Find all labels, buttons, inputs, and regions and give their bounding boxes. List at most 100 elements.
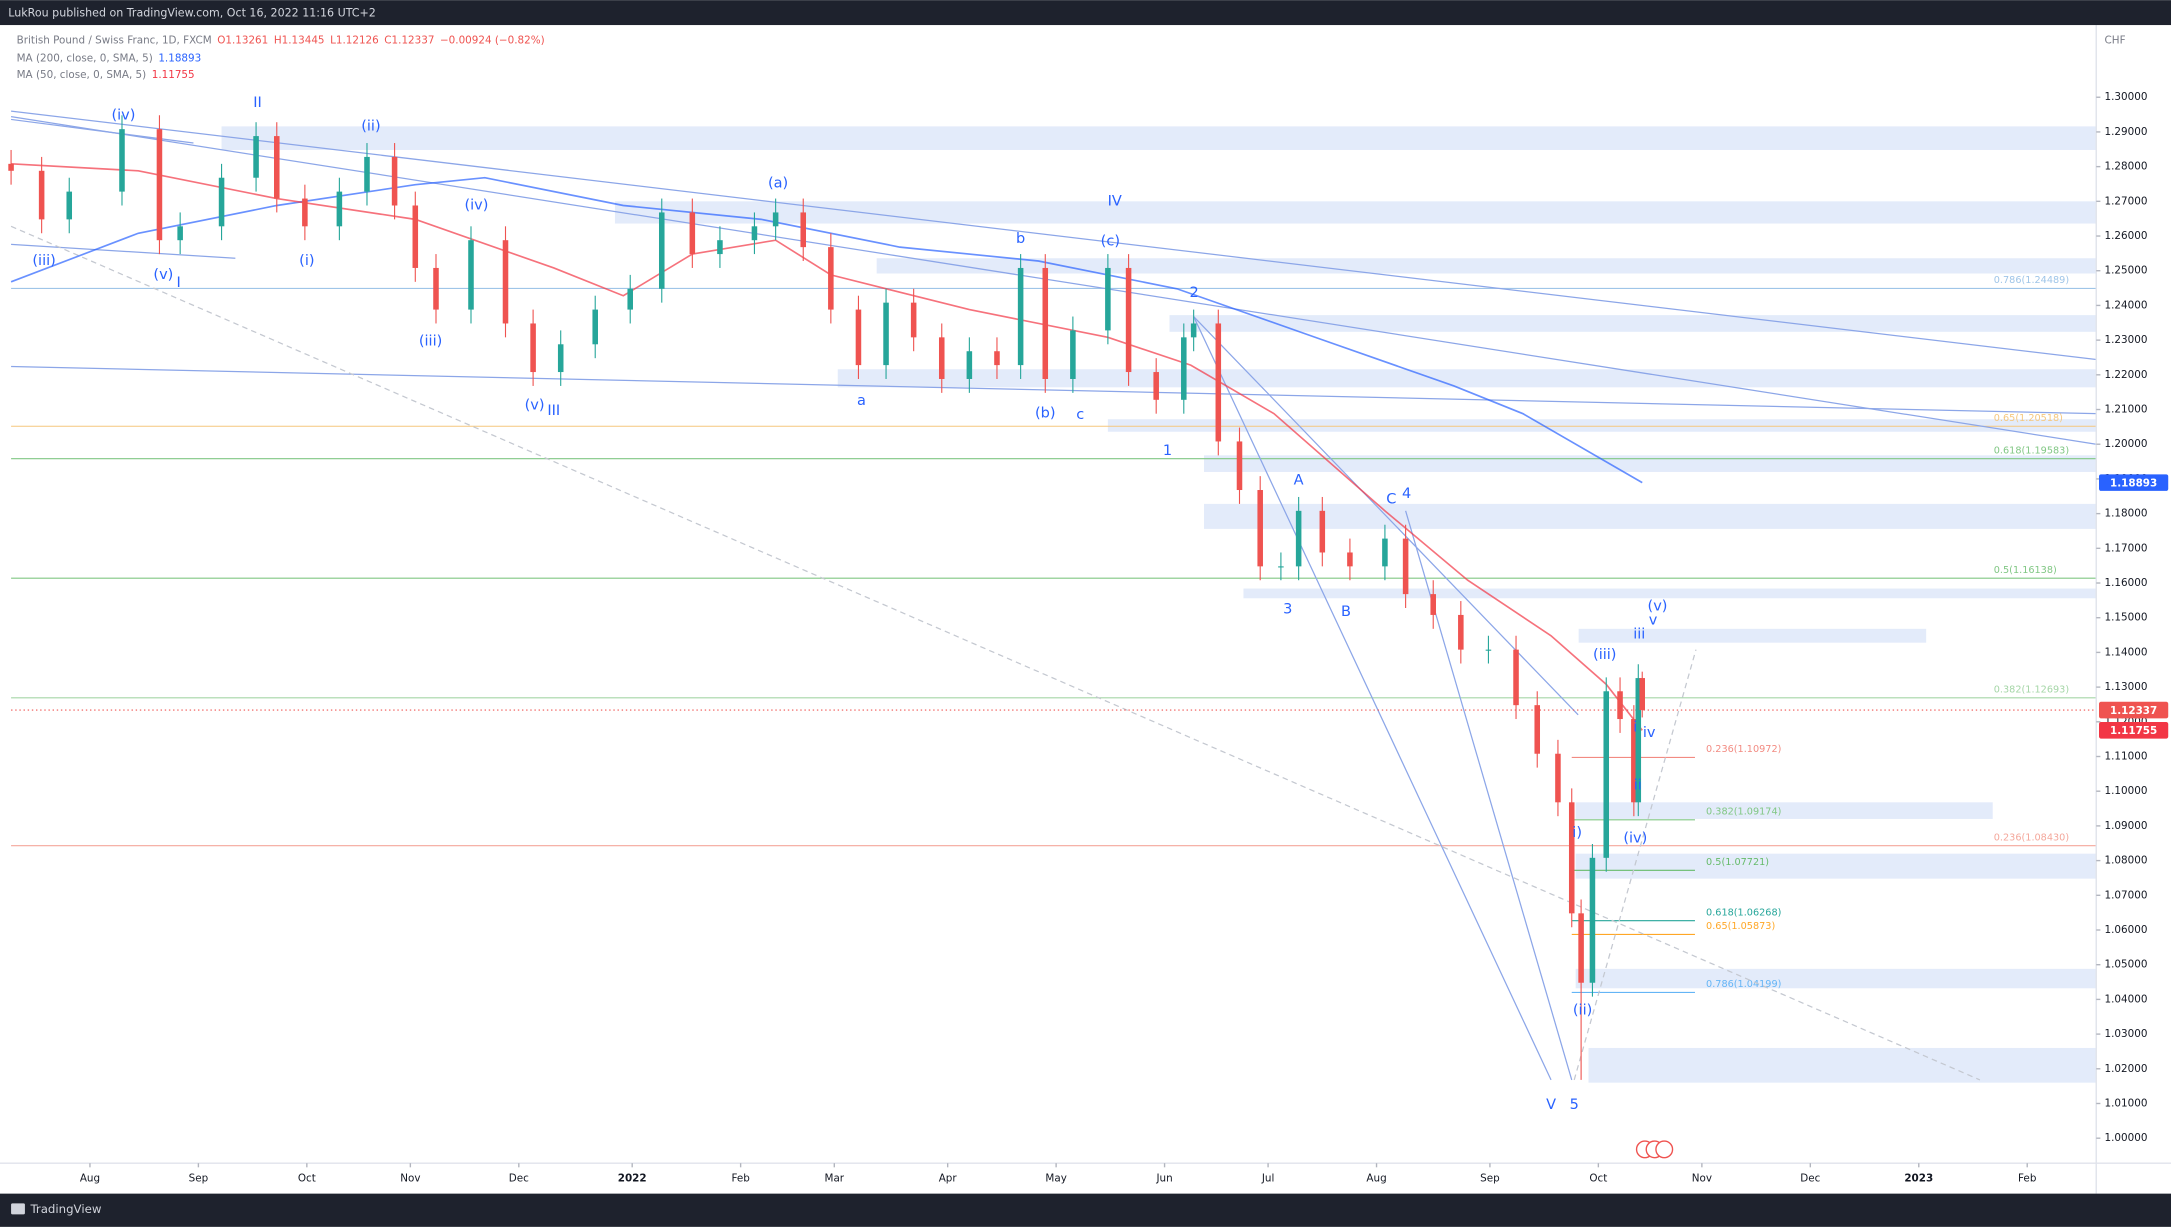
y-tick-label: 1.07000 bbox=[2105, 889, 2148, 901]
x-tick-label: 2023 bbox=[1904, 1172, 1933, 1184]
event-icon bbox=[1655, 1140, 1674, 1159]
candle-body bbox=[253, 136, 259, 178]
wave-label: v bbox=[1649, 612, 1658, 628]
legend-value: 1.11755 bbox=[152, 69, 195, 81]
y-tick-label: 1.06000 bbox=[2105, 924, 2148, 936]
y-tick-label: 1.17000 bbox=[2105, 542, 2148, 554]
y-tick-label: 1.03000 bbox=[2105, 1028, 2148, 1040]
price-badge-label: 1.18893 bbox=[2110, 477, 2157, 489]
price-badge-label: 1.12337 bbox=[2110, 705, 2157, 717]
legend: British Pound / Swiss Franc, 1D, FXCM O1.… bbox=[17, 34, 545, 81]
candle-body bbox=[1555, 753, 1561, 803]
candle-body bbox=[800, 212, 807, 248]
candle-body bbox=[1236, 441, 1243, 491]
candle-body bbox=[1402, 538, 1409, 595]
currency-label: CHF bbox=[2105, 34, 2126, 46]
y-tick-label: 1.25000 bbox=[2105, 265, 2148, 277]
candle-body bbox=[938, 337, 945, 379]
ohlc-value: −0.00924 (−0.82%) bbox=[440, 34, 545, 46]
wave-label: IV bbox=[1108, 193, 1122, 209]
wave-label: (ii) bbox=[361, 118, 380, 134]
zone bbox=[876, 258, 2097, 274]
candle-body bbox=[627, 288, 633, 310]
y-tick-label: 1.18000 bbox=[2105, 508, 2148, 520]
candle-body bbox=[1017, 267, 1024, 366]
candle-body bbox=[1513, 649, 1519, 706]
y-tick-label: 1.16000 bbox=[2105, 577, 2148, 589]
candle-body bbox=[557, 344, 564, 373]
candle-body bbox=[1181, 337, 1187, 400]
fib-label: 0.786(1.04199) bbox=[1706, 979, 1781, 990]
candle-body bbox=[1635, 678, 1642, 803]
zone bbox=[1204, 503, 2097, 529]
x-tick-label: Aug bbox=[80, 1172, 100, 1184]
y-tick-label: 1.14000 bbox=[2105, 646, 2148, 658]
y-tick-label: 1.00000 bbox=[2105, 1132, 2148, 1144]
candle-body bbox=[1042, 267, 1049, 379]
y-tick-label: 1.15000 bbox=[2105, 612, 2148, 624]
symbol-title: British Pound / Swiss Franc, 1D, FXCM bbox=[17, 34, 212, 46]
candle-body bbox=[1603, 691, 1610, 858]
y-tick-label: 1.09000 bbox=[2105, 820, 2148, 832]
wave-label: II bbox=[253, 95, 262, 111]
x-tick-label: May bbox=[1045, 1172, 1066, 1184]
wave-label: (iv) bbox=[111, 107, 135, 123]
candle-body bbox=[1070, 330, 1076, 379]
candle-body bbox=[1382, 538, 1388, 567]
ohlc-value: L1.12126 bbox=[330, 34, 379, 46]
candle-body bbox=[1319, 510, 1326, 553]
wave-label: (v) bbox=[153, 267, 173, 283]
x-tick-label: Jul bbox=[1261, 1172, 1275, 1184]
y-tick-label: 1.26000 bbox=[2105, 230, 2148, 242]
wave-label: (iv) bbox=[1623, 830, 1647, 846]
candle-body bbox=[1631, 719, 1637, 803]
trend-line bbox=[11, 365, 2097, 415]
candle-body bbox=[1295, 510, 1302, 567]
wave-label: (i) bbox=[299, 253, 314, 269]
zone bbox=[1575, 968, 2097, 989]
fib-label: 0.5(1.16138) bbox=[1994, 565, 2057, 576]
candle-body bbox=[772, 212, 779, 227]
legend-entry: MA (50, close, 0, SMA, 5) bbox=[17, 69, 147, 81]
brand-logo bbox=[11, 1203, 25, 1215]
wave-label: ii bbox=[1634, 778, 1642, 794]
trend-line bbox=[1193, 316, 1552, 1081]
fib-label: 0.236(1.10972) bbox=[1706, 744, 1781, 755]
wave-label: c bbox=[1076, 407, 1084, 423]
candle-body bbox=[592, 309, 598, 345]
price-axis-bg bbox=[2096, 25, 2171, 1194]
y-tick-label: 1.10000 bbox=[2105, 785, 2148, 797]
brand-name: TradingView bbox=[29, 1202, 101, 1216]
wave-label: i) bbox=[1572, 825, 1582, 841]
fib-label: 0.65(1.05873) bbox=[1706, 921, 1775, 932]
y-tick-label: 1.24000 bbox=[2105, 299, 2148, 311]
wave-label: (iii) bbox=[1593, 647, 1616, 663]
candle-body bbox=[1125, 267, 1132, 373]
candle-body bbox=[1430, 594, 1436, 615]
candle-body bbox=[391, 156, 398, 206]
trend-line bbox=[1573, 649, 1697, 1081]
candle-body bbox=[855, 309, 862, 366]
trend-line bbox=[10, 118, 194, 144]
x-tick-label: Apr bbox=[939, 1172, 958, 1184]
zone bbox=[837, 369, 2097, 388]
candle-body bbox=[1257, 490, 1263, 567]
wave-label: 2 bbox=[1190, 285, 1199, 301]
candle-body bbox=[751, 226, 758, 241]
x-tick-label: Dec bbox=[1800, 1172, 1820, 1184]
candle-body bbox=[1278, 566, 1284, 568]
candle-body bbox=[119, 129, 125, 192]
candle-body bbox=[1639, 678, 1646, 711]
bottom-bar bbox=[0, 1193, 2171, 1227]
trend-line bbox=[11, 243, 236, 259]
zone bbox=[221, 126, 2097, 150]
wave-label: (a) bbox=[768, 175, 788, 191]
wave-label: (c) bbox=[1101, 234, 1120, 250]
fib-label: 0.236(1.08430) bbox=[1994, 832, 2069, 843]
trend-line bbox=[10, 116, 2097, 445]
candle-body bbox=[1215, 323, 1222, 442]
candle-body bbox=[1568, 802, 1575, 914]
wave-label: i bbox=[1633, 719, 1637, 735]
wave-label: (iii) bbox=[32, 253, 55, 269]
